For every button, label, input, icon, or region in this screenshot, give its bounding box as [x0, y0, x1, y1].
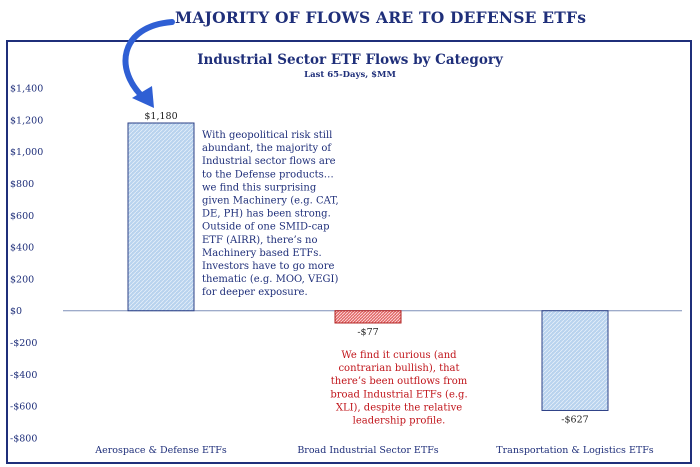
defense-annotation: With geopolitical risk still abundant, th…: [202, 130, 339, 298]
chart-title: Industrial Sector ETF Flows by Category: [197, 52, 504, 68]
y-tick-label: -$200: [10, 338, 37, 349]
y-tick-label: -$400: [10, 370, 37, 381]
y-tick-label: $1,000: [10, 147, 43, 158]
y-tick-label: $400: [10, 243, 34, 254]
headline: MAJORITY OF FLOWS ARE TO DEFENSE ETFs: [175, 8, 587, 27]
y-tick-label: $0: [10, 306, 22, 317]
y-tick-label: $800: [10, 179, 34, 190]
chart-subtitle: Last 65-Days, $MM: [304, 70, 396, 80]
defense-annotation-line: to the Defense products…: [202, 169, 334, 180]
bar: [334, 310, 402, 324]
y-tick-label: $1,200: [10, 115, 43, 126]
broad-annotation-line: there’s been outflows from: [331, 376, 468, 387]
defense-annotation-line: Machinery based ETFs.: [202, 248, 322, 259]
bar: [541, 310, 609, 411]
defense-annotation-line: DE, PH) has been strong.: [202, 209, 331, 220]
y-tick-label: $200: [10, 274, 34, 285]
x-tick-label: Transportation & Logistics ETFs: [496, 445, 654, 456]
x-axis: Aerospace & Defense ETFs Broad Industrial…: [94, 445, 654, 456]
broad-annotation-line: contrarian bullish), that: [338, 363, 459, 374]
broad-industrial-annotation: We find it curious (and contrarian bullis…: [330, 350, 467, 427]
defense-annotation-line: abundant, the majority of: [202, 143, 332, 154]
defense-annotation-line: With geopolitical risk still: [202, 130, 332, 141]
broad-annotation-line: leadership profile.: [353, 416, 446, 427]
defense-annotation-line: Outside of one SMID-cap: [202, 222, 330, 233]
data-label: -$627: [561, 414, 588, 425]
callout-arrowhead: [132, 86, 154, 108]
broad-annotation-line: XLI), despite the relative: [336, 402, 462, 413]
broad-annotation-line: broad Industrial ETFs (e.g.: [330, 389, 467, 400]
data-label: -$77: [357, 327, 378, 338]
callout-arrow: [122, 19, 175, 103]
bar: [127, 122, 195, 312]
y-tick-label: $600: [10, 211, 34, 222]
y-tick-label: -$600: [10, 402, 37, 413]
defense-annotation-line: we find this surprising: [202, 182, 317, 193]
broad-annotation-line: We find it curious (and: [341, 350, 457, 361]
y-tick-label: $1,400: [10, 84, 43, 95]
data-label: $1,180: [144, 111, 177, 122]
defense-annotation-line: given Machinery (e.g. CAT,: [202, 196, 339, 207]
defense-annotation-line: Industrial sector flows are: [202, 156, 336, 167]
x-tick-label: Aerospace & Defense ETFs: [94, 445, 227, 456]
x-tick-label: Broad Industrial Sector ETFs: [297, 445, 438, 456]
y-tick-label: -$800: [10, 434, 37, 445]
defense-annotation-line: Investors have to go more: [202, 261, 334, 272]
defense-annotation-line: for deeper exposure.: [202, 287, 308, 298]
defense-annotation-line: ETF (AIRR), there’s no: [202, 235, 318, 246]
defense-annotation-line: thematic (e.g. MOO, VEGI): [202, 274, 338, 285]
chart-frame: [6, 40, 692, 464]
bars: $1,180 -$77 -$627: [127, 111, 609, 425]
